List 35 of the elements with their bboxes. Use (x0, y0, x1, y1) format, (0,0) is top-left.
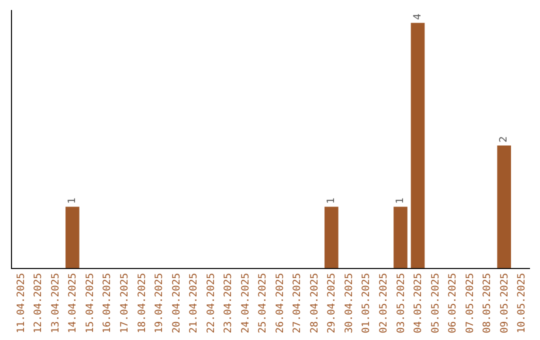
data-label: 1 (395, 197, 406, 204)
x-tick-label: 16.04.2025 (102, 273, 114, 334)
x-tick-label: 12.04.2025 (33, 273, 44, 334)
x-tick-label: 04.05.2025 (413, 273, 424, 334)
data-label: 2 (498, 136, 510, 142)
x-tick-label: 09.05.2025 (499, 273, 510, 334)
x-tick-label: 28.04.2025 (309, 273, 320, 334)
x-tick-label: 01.05.2025 (361, 273, 372, 334)
data-label: 1 (326, 197, 337, 204)
x-tick-label: 17.04.2025 (119, 273, 130, 334)
x-tick-label: 29.04.2025 (326, 273, 338, 334)
x-tick-label: 18.04.2025 (136, 273, 148, 334)
x-tick-label: 27.04.2025 (292, 273, 304, 334)
x-tick-label: 07.05.2025 (464, 273, 476, 334)
x-tick-label: 20.04.2025 (171, 273, 182, 334)
x-tick-label: 26.04.2025 (274, 273, 286, 334)
x-tick-label: 25.04.2025 (258, 273, 269, 334)
x-tick-label: 23.04.2025 (223, 273, 234, 334)
x-tick-label: 15.04.2025 (84, 273, 96, 334)
x-tick-label: 03.05.2025 (396, 273, 407, 334)
x-tick-label: 22.04.2025 (206, 273, 217, 334)
x-tick-label: 14.04.2025 (68, 273, 79, 334)
x-tick-label: 19.04.2025 (154, 273, 166, 334)
x-tick-label: 24.04.2025 (240, 273, 252, 334)
data-label: 1 (66, 197, 78, 204)
x-tick-label: 08.05.2025 (482, 273, 494, 334)
x-tick-label: 02.05.2025 (378, 273, 390, 334)
x-tick-label: 21.04.2025 (188, 273, 200, 334)
x-tick-label: 10.05.2025 (516, 273, 528, 334)
x-tick-label: 13.04.2025 (50, 273, 62, 334)
x-tick-label: 05.05.2025 (430, 273, 442, 334)
data-label: 4 (412, 14, 424, 20)
x-tick-label: 06.05.2025 (448, 273, 459, 334)
x-tick-label: 30.04.2025 (344, 273, 355, 334)
x-tick-label: 11.04.2025 (16, 273, 27, 334)
